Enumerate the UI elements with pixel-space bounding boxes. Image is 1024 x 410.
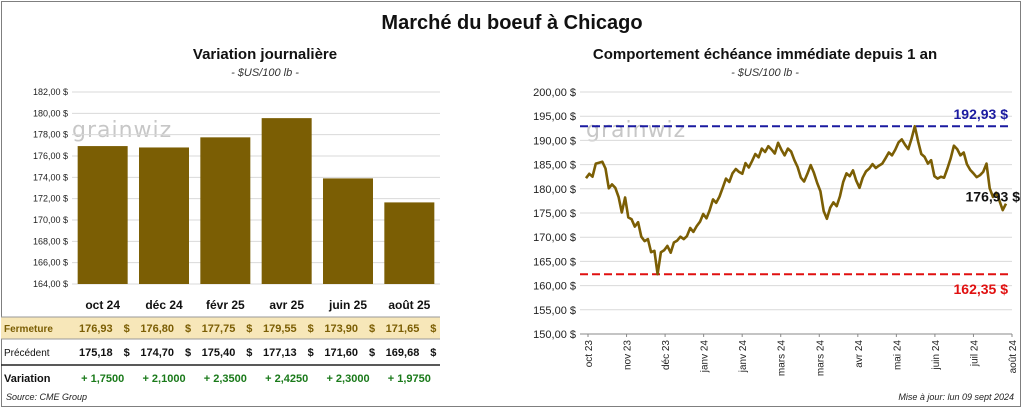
bar-y-tick-label: 170,00 $ <box>33 215 68 225</box>
line-y-tick-label: 170,00 $ <box>533 232 576 244</box>
table-cell-currency: $ <box>246 323 252 335</box>
bar-category-label: déc 24 <box>145 298 183 312</box>
bar-y-tick-label: 172,00 $ <box>33 194 68 204</box>
table-cell: 179,55 <box>263 323 297 335</box>
line-y-tick-label: 165,00 $ <box>533 256 576 268</box>
bar-y-tick-label: 166,00 $ <box>33 258 68 268</box>
table-cell: + 2,4250 <box>265 373 308 385</box>
price-line <box>584 124 1008 276</box>
table-cell-currency: $ <box>124 347 130 359</box>
line-x-tick-label: oct 23 <box>584 340 595 368</box>
line-x-tick-label: déc 23 <box>661 340 672 370</box>
line-y-tick-label: 150,00 $ <box>533 329 576 341</box>
table-cell: 177,75 <box>202 323 236 335</box>
line-x-tick-label: août 24 <box>1008 340 1019 374</box>
left-panel-unit: - $US/100 lb - <box>231 67 299 79</box>
table-cell: 173,90 <box>324 323 358 335</box>
table-cell: 176,80 <box>140 323 174 335</box>
bar-y-tick-label: 182,00 $ <box>33 87 68 97</box>
line-y-tick-label: 185,00 $ <box>533 160 576 172</box>
table-cell: 174,70 <box>140 347 174 359</box>
high-value-label: 192,93 $ <box>954 106 1009 122</box>
line-y-tick-label: 180,00 $ <box>533 184 576 196</box>
line-x-tick-label: mai 24 <box>892 340 903 370</box>
bar <box>139 147 189 284</box>
right-panel-unit: - $US/100 lb - <box>731 67 799 79</box>
bar-category-label: oct 24 <box>85 298 120 312</box>
line-y-tick-label: 200,00 $ <box>533 87 576 99</box>
table-cell: 177,13 <box>263 347 297 359</box>
source-note: Source: CME Group <box>6 392 88 402</box>
bar-y-tick-label: 176,00 $ <box>33 151 68 161</box>
bar-category-label: avr 25 <box>269 298 304 312</box>
bar <box>77 146 128 284</box>
table-cell: 175,40 <box>202 347 236 359</box>
line-x-tick-label: juil 24 <box>969 340 980 368</box>
table-cell-currency: $ <box>308 323 314 335</box>
table-cell-currency: $ <box>369 347 375 359</box>
bar <box>384 202 435 284</box>
line-x-tick-label: avr 24 <box>854 340 865 368</box>
table-row-label: Variation <box>4 373 51 385</box>
bar-y-tick-label: 168,00 $ <box>33 236 68 246</box>
bar-category-label: févr 25 <box>206 298 245 312</box>
bar <box>200 137 251 284</box>
table-cell: 171,60 <box>324 347 358 359</box>
bar-y-tick-label: 164,00 $ <box>33 279 68 289</box>
table-cell: 169,68 <box>386 347 420 359</box>
line-y-tick-label: 190,00 $ <box>533 135 576 147</box>
line-x-tick-label: mars 24 <box>815 340 826 377</box>
fermeture-row-bg <box>1 317 440 339</box>
table-cell: 171,65 <box>386 323 420 335</box>
low-value-label: 162,35 $ <box>954 281 1009 297</box>
bar <box>323 178 373 284</box>
bar-category-label: août 25 <box>388 298 430 312</box>
table-cell: + 2,3500 <box>204 373 247 385</box>
line-x-tick-label: janv 24 <box>738 340 749 374</box>
table-row-label: Précédent <box>4 348 50 359</box>
page-title: Marché du boeuf à Chicago <box>381 12 643 34</box>
line-y-tick-label: 155,00 $ <box>533 305 576 317</box>
table-cell-currency: $ <box>185 347 191 359</box>
line-y-tick-label: 195,00 $ <box>533 111 576 123</box>
table-cell-currency: $ <box>185 323 191 335</box>
line-y-tick-label: 160,00 $ <box>533 281 576 293</box>
line-y-tick-label: 175,00 $ <box>533 208 576 220</box>
table-cell: 176,93 <box>79 323 113 335</box>
right-watermark-logo: grainwiz <box>586 118 687 143</box>
table-cell-currency: $ <box>124 323 130 335</box>
left-panel-title: Variation journalière <box>192 46 338 63</box>
table-cell: 175,18 <box>79 347 113 359</box>
bar-y-tick-label: 178,00 $ <box>33 130 68 140</box>
bar-y-tick-label: 174,00 $ <box>33 172 68 182</box>
line-x-tick-label: janv 24 <box>700 340 711 374</box>
left-watermark-logo: grainwiz <box>72 118 173 143</box>
update-note: Mise à jour: lun 09 sept 2024 <box>898 392 1014 402</box>
table-cell-currency: $ <box>369 323 375 335</box>
line-x-tick-label: nov 23 <box>623 340 634 370</box>
table-row-label: Fermeture <box>4 324 53 335</box>
right-panel-title: Comportement échéance immédiate depuis 1… <box>592 46 938 63</box>
table-cell-currency: $ <box>246 347 252 359</box>
table-cell-currency: $ <box>308 347 314 359</box>
line-x-tick-label: juin 24 <box>931 340 942 371</box>
table-cell: + 2,3000 <box>326 373 369 385</box>
table-cell: + 2,1000 <box>142 373 185 385</box>
bar-y-tick-label: 180,00 $ <box>33 108 68 118</box>
last-value-label: 176,93 $ <box>966 189 1021 205</box>
bar <box>261 118 312 284</box>
table-cell-currency: $ <box>430 347 436 359</box>
table-cell: + 1,7500 <box>81 373 124 385</box>
table-cell: + 1,9750 <box>388 373 431 385</box>
table-cell-currency: $ <box>430 323 436 335</box>
line-x-tick-label: mars 24 <box>777 340 788 377</box>
bar-category-label: juin 25 <box>328 298 367 312</box>
